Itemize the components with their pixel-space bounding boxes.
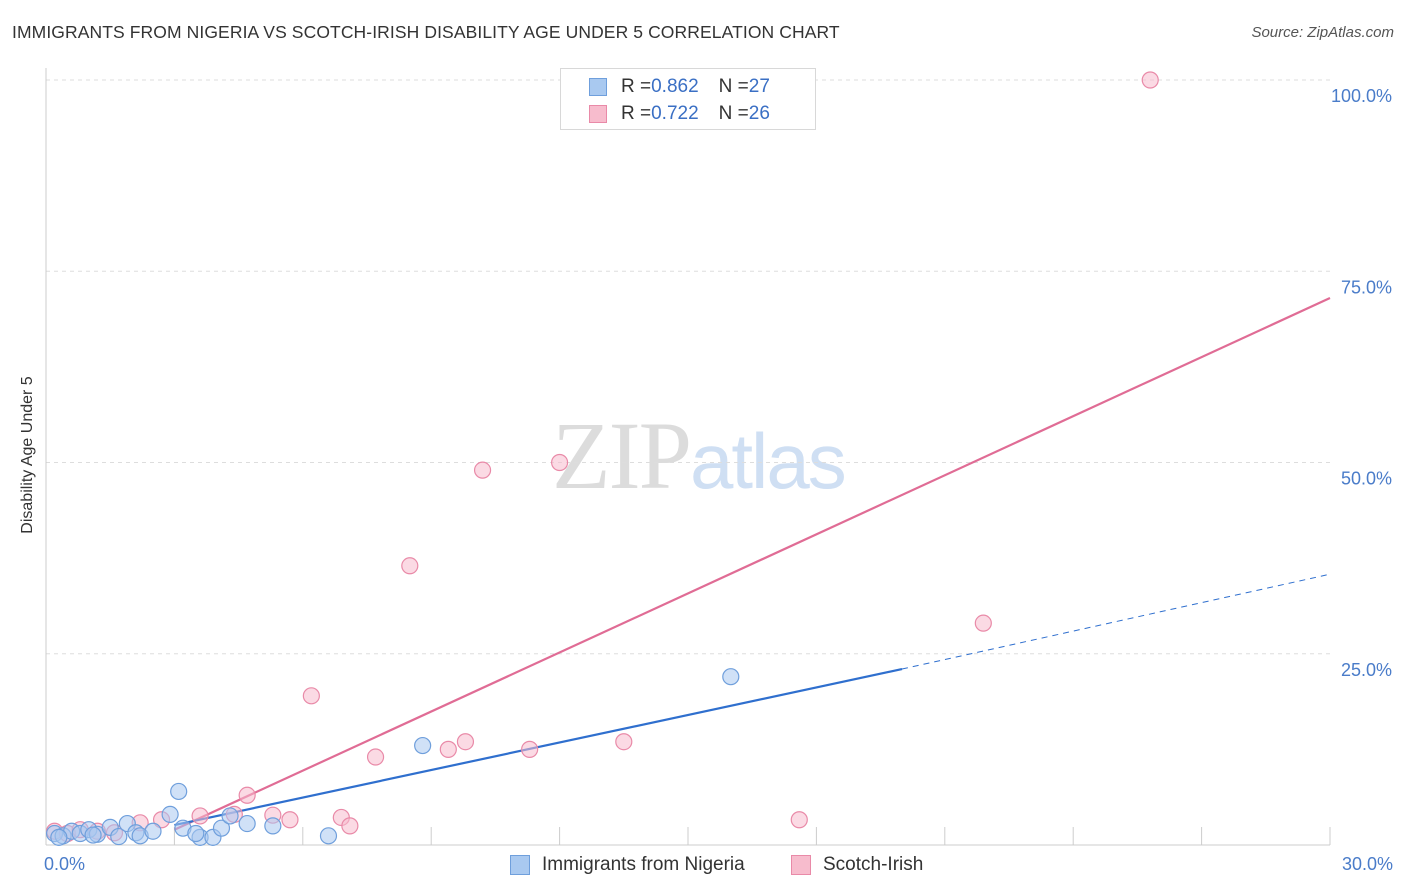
watermark: ZIPatlas — [552, 400, 847, 511]
legend-n-value: 27 — [748, 76, 770, 97]
data-point-scotch-irish — [615, 733, 633, 751]
trend-line-scotch-irish — [173, 297, 1331, 831]
data-point-nigeria — [221, 807, 239, 825]
legend-n-label: N = — [718, 103, 749, 124]
y-tick-label: 100.0% — [1331, 86, 1392, 106]
legend-item-nigeria[interactable]: Immigrants from Nigeria — [510, 851, 745, 879]
data-point-nigeria — [161, 805, 179, 824]
data-point-scotch-irish — [473, 461, 492, 479]
legend-row-nigeria: R = 0.862 N = 27 — [561, 73, 770, 101]
data-point-nigeria — [722, 668, 740, 686]
legend-swatch-scotch-irish — [791, 855, 811, 875]
legend-swatch-nigeria — [510, 855, 530, 875]
trend-layer — [173, 297, 1331, 831]
series-legend: Immigrants from Nigeria Scotch-Irish — [0, 851, 1406, 879]
data-point-nigeria — [84, 826, 102, 844]
chart-title: IMMIGRANTS FROM NIGERIA VS SCOTCH-IRISH … — [12, 22, 840, 42]
data-point-scotch-irish — [550, 453, 569, 472]
data-point-scotch-irish — [281, 811, 299, 829]
data-point-nigeria — [212, 819, 231, 837]
y-tick-label: 25.0% — [1341, 660, 1392, 680]
legend-r-label: R = — [621, 76, 652, 97]
data-point-scotch-irish — [238, 786, 256, 804]
x-tick-label: 0.0% — [44, 854, 85, 874]
legend-swatch-nigeria — [589, 78, 607, 96]
legend-label-nigeria: Immigrants from Nigeria — [542, 854, 745, 875]
data-point-scotch-irish — [456, 733, 475, 751]
data-point-nigeria — [238, 814, 256, 833]
tick-label-layer: 25.0% 50.0% 75.0% 100.0% 0.0% 30.0% — [44, 86, 1393, 874]
data-point-nigeria — [110, 827, 128, 846]
y-tick-label: 75.0% — [1341, 277, 1392, 297]
data-point-nigeria — [187, 824, 205, 843]
watermark-zip: ZIP — [552, 402, 692, 509]
data-point-scotch-irish — [302, 687, 320, 705]
data-point-nigeria — [144, 822, 162, 840]
source-label: Source: ZipAtlas.com — [1251, 24, 1394, 41]
data-point-nigeria — [319, 827, 338, 845]
x-tick-label: 30.0% — [1342, 854, 1393, 874]
data-point-scotch-irish — [974, 614, 992, 632]
legend-r-value: 0.862 — [651, 76, 699, 97]
data-point-nigeria — [170, 782, 188, 801]
legend-item-scotch-irish[interactable]: Scotch-Irish — [791, 851, 923, 879]
watermark-atlas: atlas — [690, 417, 847, 505]
legend-row-scotch-irish: R = 0.722 N = 26 — [561, 100, 770, 128]
data-point-scotch-irish — [191, 807, 209, 825]
legend-r-value: 0.722 — [651, 103, 699, 124]
data-point-scotch-irish — [1141, 71, 1159, 89]
data-point-nigeria — [414, 736, 432, 755]
axis-layer — [45, 68, 1331, 846]
data-point-scotch-irish — [521, 740, 539, 758]
data-point-scotch-irish — [366, 748, 385, 766]
grid-layer — [46, 79, 1330, 655]
trend-line-nigeria — [174, 667, 903, 827]
data-point-scotch-irish — [790, 811, 808, 829]
legend-n-label: N = — [718, 76, 749, 97]
legend-r-label: R = — [621, 103, 652, 124]
data-point-scotch-irish — [401, 557, 419, 575]
y-tick-label: 50.0% — [1341, 469, 1392, 489]
legend-n-value: 26 — [748, 103, 770, 124]
legend-label-scotch-irish: Scotch-Irish — [823, 854, 924, 875]
data-point-scotch-irish — [439, 740, 457, 758]
data-point-nigeria — [264, 817, 282, 835]
points-layer — [45, 71, 1159, 846]
data-point-nigeria — [50, 828, 68, 846]
legend-swatch-scotch-irish — [589, 105, 607, 123]
trend-extension-nigeria — [901, 573, 1331, 670]
correlation-legend: R = 0.862 N = 27 R = 0.722 N = 26 — [560, 68, 816, 130]
data-point-scotch-irish — [341, 817, 359, 835]
